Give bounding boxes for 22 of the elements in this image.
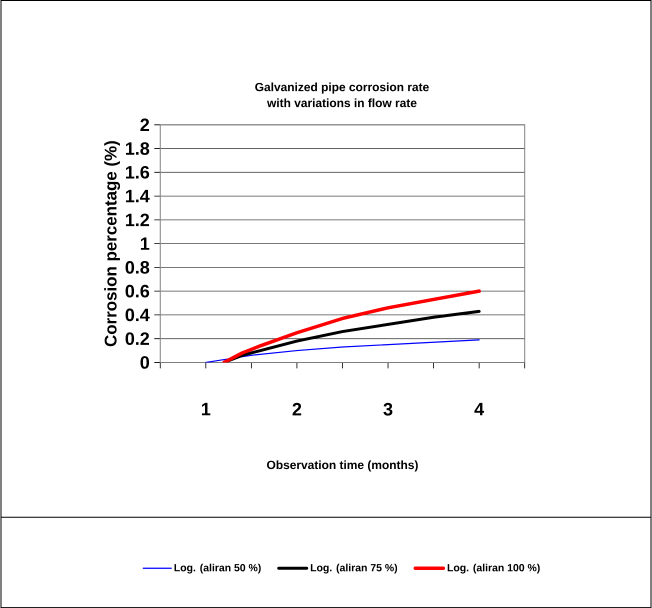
x-tick-label: 2: [292, 402, 302, 416]
y-tick-label: 0.6: [126, 284, 150, 298]
y-axis-title: Corrosion percentage (%): [104, 141, 120, 346]
y-tick-label: 0.4: [126, 308, 150, 322]
line-series: [222, 289, 481, 362]
y-tick-label: 0.8: [126, 261, 150, 274]
legend-label: Log. (aliran 50 %): [174, 564, 261, 574]
x-axis-title: Observation time (months): [267, 460, 418, 472]
x-tick-label: 4: [474, 402, 484, 416]
y-tick-label: 0.2: [126, 332, 150, 345]
y-tick-label: 2: [140, 118, 150, 132]
y-tick-label: 1.8: [126, 142, 150, 155]
x-tick-label: 3: [383, 402, 392, 416]
y-tick-label: 1.4: [126, 190, 150, 202]
y-tick-label: 1: [140, 237, 150, 250]
chart-title: Galvanized pipe corrosion rate with variations in flow rate: [255, 82, 429, 108]
x-tick-label: 1: [202, 402, 210, 416]
legend-label: Log. (aliran 75 %): [310, 564, 398, 574]
legend-label: Log. (aliran 100 %): [448, 564, 540, 574]
y-tick-label: 1.2: [126, 214, 150, 226]
y-tick-label: 1.6: [126, 166, 150, 179]
y-tick-label: 0: [140, 356, 150, 369]
